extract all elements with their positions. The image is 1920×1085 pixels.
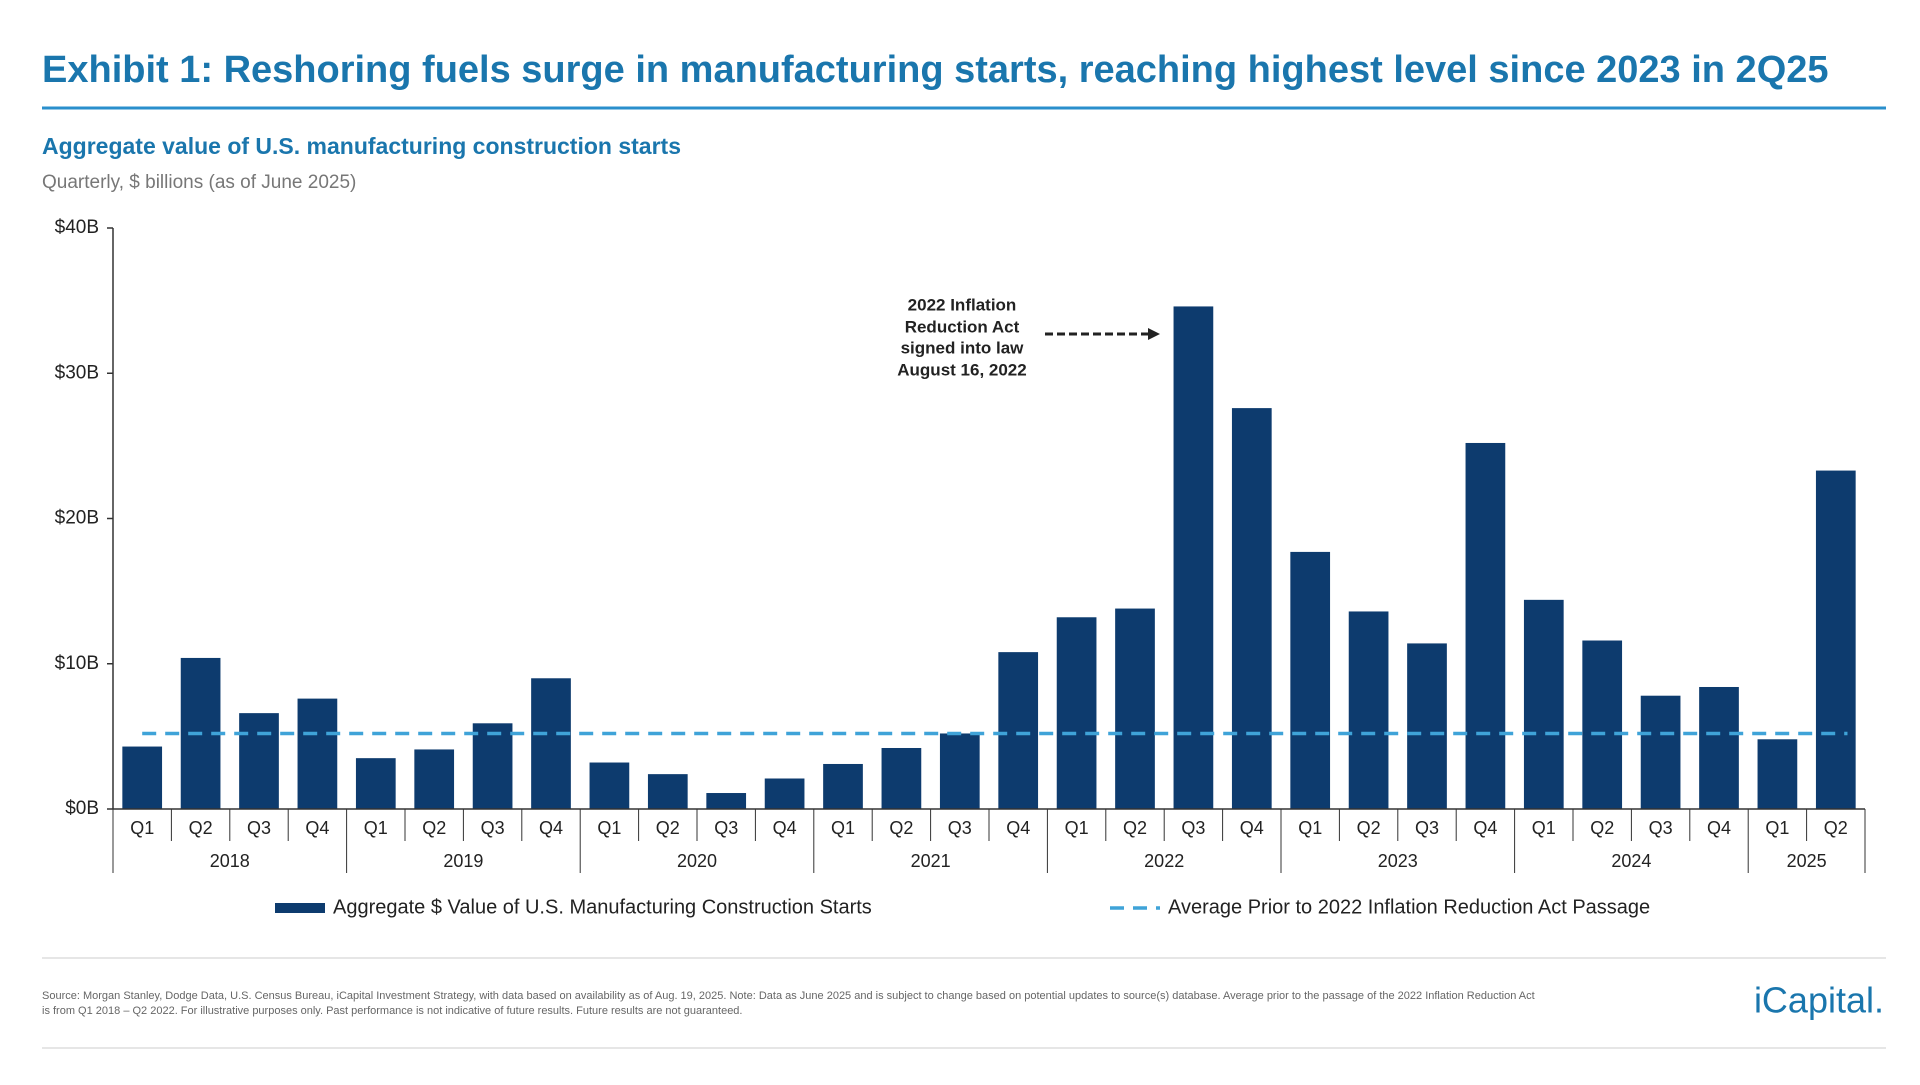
x-tick-label: Q2 [656,818,680,838]
y-tick-label: $0B [65,798,99,819]
x-tick-label: Q2 [889,818,913,838]
bar [531,678,571,809]
y-tick-label: $30B [55,362,99,383]
annotation: August 16, 2022 [897,360,1026,379]
y-tick-label: $20B [55,508,99,529]
bar [1640,695,1681,809]
bar [589,762,630,809]
x-tick-label: Q1 [130,818,154,838]
x-tick-label: Q2 [1123,818,1147,838]
x-tick-label: Q4 [1473,818,1497,838]
x-group-label: 2022 [1144,851,1184,871]
chart-title: Exhibit 1: Reshoring fuels surge in manu… [42,49,1829,91]
x-group-label: 2019 [443,851,483,871]
bar [1407,643,1447,809]
bar [1173,306,1214,809]
x-tick-label: Q3 [948,818,972,838]
x-group-label: 2020 [677,851,717,871]
source: is from Q1 2018 – Q2 2022. For illustrat… [42,1005,742,1017]
x-tick-label: Q1 [597,818,621,838]
bar [1115,608,1155,809]
bar [1348,611,1389,809]
bar [1757,739,1798,809]
annotation-arrowhead [1148,328,1160,340]
x-tick-label: Q3 [1181,818,1205,838]
x-tick-label: Q3 [1649,818,1673,838]
bar [1582,640,1623,809]
annotation: Reduction Act [905,317,1020,336]
x-tick-label: Q1 [831,818,855,838]
bar [1056,617,1097,809]
x-tick-label: Q3 [481,818,505,838]
bar [122,746,163,809]
x-tick-label: Q1 [1298,818,1322,838]
x-group-label: 2021 [911,851,951,871]
x-tick-label: Q4 [1006,818,1030,838]
bar [1231,408,1272,809]
bar [414,749,455,809]
x-tick-label: Q2 [422,818,446,838]
bar [823,763,863,809]
x-tick-label: Q1 [1765,818,1789,838]
y-tick-label: $40B [55,217,99,238]
bar [1465,442,1506,809]
x-tick-label: Q4 [1707,818,1731,838]
x-tick-label: Q4 [539,818,563,838]
bar [1290,551,1331,809]
x-tick-label: Q3 [247,818,271,838]
bar [1699,686,1739,809]
x-group-label: 2025 [1787,851,1827,871]
x-tick-label: Q3 [714,818,738,838]
bar [939,733,980,809]
x-tick-label: Q1 [1532,818,1556,838]
bar [998,652,1039,809]
bar [1815,470,1856,809]
legend-label: Average Prior to 2022 Inflation Reductio… [1168,896,1650,918]
bar [297,698,338,809]
x-tick-label: Q2 [1590,818,1614,838]
subtitle-2: Quarterly, $ billions (as of June 2025) [42,172,356,193]
x-tick-label: Q3 [1415,818,1439,838]
bar [355,758,396,809]
bar [764,778,805,809]
x-tick-label: Q1 [1065,818,1089,838]
x-tick-label: Q2 [189,818,213,838]
annotation: signed into law [901,338,1025,357]
bar [881,747,922,809]
x-group-label: 2023 [1378,851,1418,871]
x-tick-label: Q2 [1357,818,1381,838]
x-tick-label: Q4 [305,818,329,838]
bar [647,774,688,809]
bar [239,713,279,809]
y-tick-label: $10B [55,653,99,674]
legend-label: Aggregate $ Value of U.S. Manufacturing … [333,896,872,918]
x-tick-label: Q4 [1240,818,1264,838]
logo: iCapital. [1754,980,1884,1021]
bar [706,793,747,809]
x-tick-label: Q2 [1824,818,1848,838]
x-group-label: 2018 [210,851,250,871]
x-tick-label: Q1 [364,818,388,838]
source: Source: Morgan Stanley, Dodge Data, U.S.… [42,990,1535,1002]
subtitle: Aggregate value of U.S. manufacturing co… [42,133,681,159]
x-tick-label: Q4 [773,818,797,838]
bar [472,723,513,809]
bar [1523,599,1564,809]
legend-swatch [275,903,325,913]
annotation: 2022 Inflation [908,295,1017,314]
x-group-label: 2024 [1611,851,1651,871]
